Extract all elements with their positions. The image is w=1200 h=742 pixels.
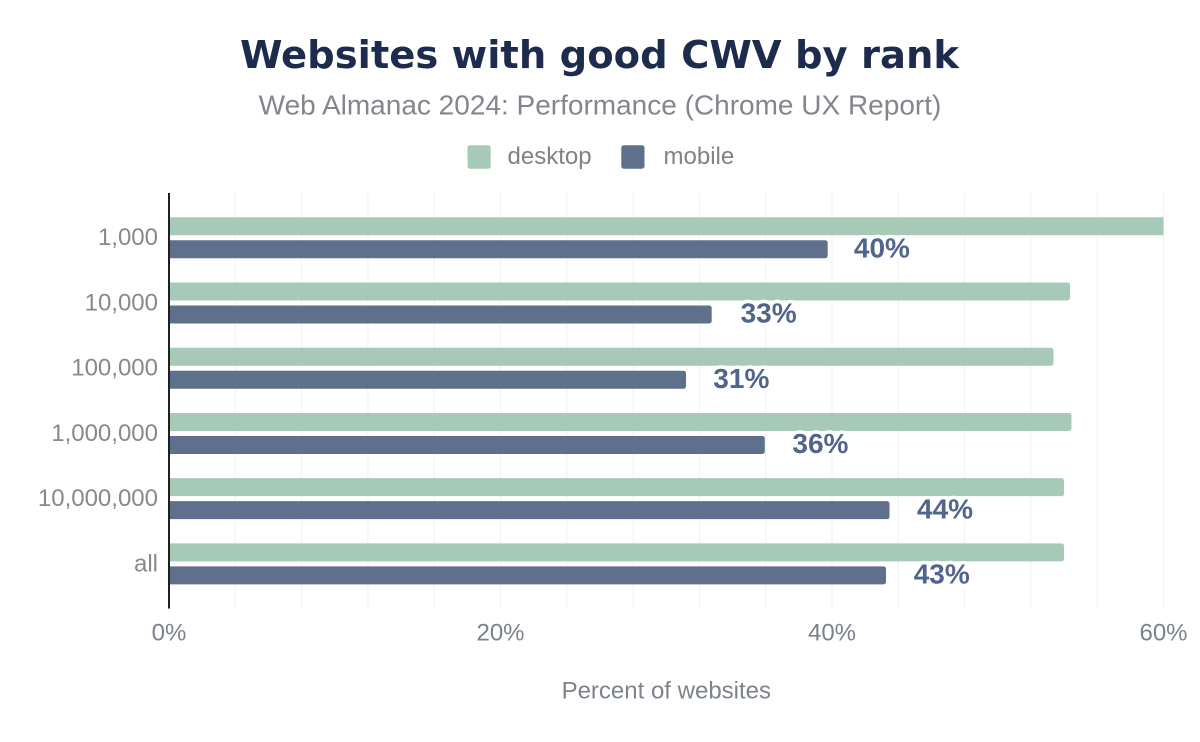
svg-text:60%: 60% — [1139, 620, 1187, 647]
svg-text:31%: 31% — [713, 363, 769, 394]
svg-text:36%: 36% — [792, 428, 848, 459]
svg-text:1,000,000: 1,000,000 — [51, 420, 158, 447]
svg-text:1,000: 1,000 — [98, 224, 158, 251]
svg-text:33%: 33% — [741, 298, 797, 329]
svg-text:100,000: 100,000 — [71, 355, 158, 382]
svg-text:40%: 40% — [854, 232, 910, 263]
svg-text:all: all — [134, 550, 158, 577]
svg-text:Websites with good CWV by rank: Websites with good CWV by rank — [240, 33, 960, 78]
svg-text:Web Almanac 2024: Performance: Web Almanac 2024: Performance (Chrome UX… — [259, 89, 942, 120]
svg-text:44%: 44% — [917, 493, 973, 524]
svg-text:40%: 40% — [808, 620, 856, 647]
svg-text:mobile: mobile — [664, 143, 735, 170]
svg-text:Percent of websites: Percent of websites — [562, 678, 771, 705]
svg-text:0%: 0% — [152, 620, 187, 647]
svg-text:10,000,000: 10,000,000 — [38, 485, 158, 512]
svg-text:43%: 43% — [914, 559, 970, 590]
svg-text:20%: 20% — [476, 620, 524, 647]
svg-text:10,000: 10,000 — [85, 289, 158, 316]
svg-text:desktop: desktop — [508, 143, 592, 170]
